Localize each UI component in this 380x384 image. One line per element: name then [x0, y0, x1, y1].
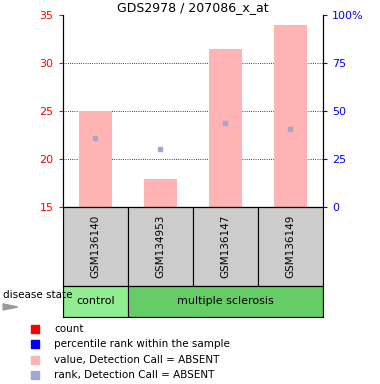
- Text: GSM136149: GSM136149: [285, 215, 296, 278]
- Text: percentile rank within the sample: percentile rank within the sample: [54, 339, 230, 349]
- Bar: [274, 25, 307, 207]
- Text: multiple sclerosis: multiple sclerosis: [177, 296, 274, 306]
- Bar: [144, 179, 177, 207]
- Text: rank, Detection Call = ABSENT: rank, Detection Call = ABSENT: [54, 370, 214, 380]
- Text: GSM136147: GSM136147: [220, 215, 230, 278]
- Bar: [79, 111, 111, 207]
- Text: control: control: [76, 296, 114, 306]
- Bar: [128, 286, 323, 317]
- Polygon shape: [3, 304, 17, 310]
- Bar: [63, 207, 128, 286]
- Bar: [258, 207, 323, 286]
- Bar: [209, 49, 242, 207]
- Bar: [128, 207, 193, 286]
- Text: GSM136140: GSM136140: [90, 215, 100, 278]
- Bar: [193, 207, 258, 286]
- Text: value, Detection Call = ABSENT: value, Detection Call = ABSENT: [54, 355, 219, 365]
- Text: count: count: [54, 324, 84, 334]
- Bar: [63, 286, 128, 317]
- Text: disease state: disease state: [3, 290, 73, 300]
- Title: GDS2978 / 207086_x_at: GDS2978 / 207086_x_at: [117, 1, 269, 14]
- Text: GSM134953: GSM134953: [155, 215, 165, 278]
